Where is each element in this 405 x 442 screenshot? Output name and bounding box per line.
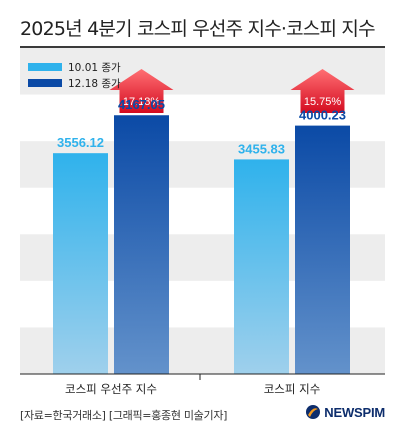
category-labels: 코스피 우선주 지수 코스피 지수 [65, 382, 320, 396]
change-arrow-2 [290, 69, 355, 113]
newspim-logo: NEWSPIM [305, 404, 385, 420]
source-credit: [자료=한국거래소] [그래픽=홍종현 미술기자] [20, 409, 228, 422]
legend-swatch-series-2 [28, 79, 62, 87]
value-label-1-2: 3455.83 [238, 141, 285, 156]
legend-label-series-2: 12.18 종가 [68, 77, 121, 90]
value-label-1-1: 3556.12 [57, 135, 104, 150]
bars [53, 115, 350, 375]
legend-item-series-2: 12.18 종가 [28, 75, 121, 91]
category-label-2: 코스피 지수 [264, 382, 321, 396]
bar-1-2 [234, 159, 289, 374]
legend: 10.01 종가 12.18 종가 [28, 59, 121, 91]
change-arrow-1 [109, 69, 174, 113]
bar-2-2 [295, 125, 350, 374]
change-arrows: 17.18% 15.75% [109, 69, 355, 113]
legend-label-series-1: 10.01 종가 [68, 61, 121, 74]
value-label-2-1: 4167.05 [118, 97, 165, 112]
bar-1-1 [53, 153, 108, 374]
chart-title: 2025년 4분기 코스피 우선주 지수·코스피 지수 [20, 18, 376, 40]
category-label-1: 코스피 우선주 지수 [65, 382, 157, 396]
value-label-2-2: 4000.23 [299, 108, 346, 123]
legend-swatch-series-1 [28, 63, 62, 71]
bar-2-1 [114, 115, 169, 375]
change-label-1: 17.18% [123, 96, 161, 108]
title-divider [20, 46, 385, 48]
newspim-logo-text: NEWSPIM [324, 404, 385, 420]
legend-item-series-1: 10.01 종가 [28, 59, 121, 75]
newspim-logo-icon [306, 405, 321, 419]
change-label-2: 15.75% [304, 96, 342, 108]
value-labels: 3556.12 4167.05 3455.83 4000.23 [57, 97, 346, 156]
